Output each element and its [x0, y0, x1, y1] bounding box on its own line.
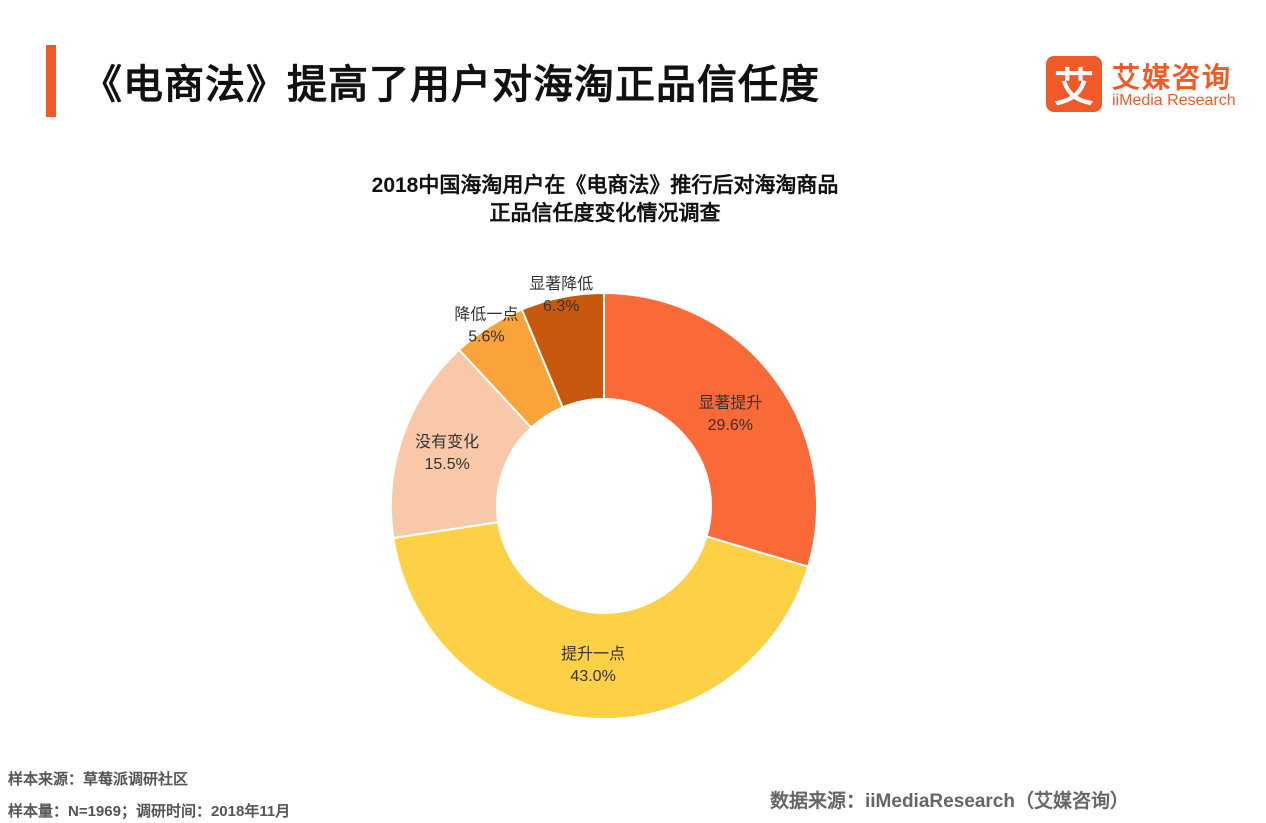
chart-title-line-1: 2018中国海淘用户在《电商法》推行后对海淘商品: [371, 174, 839, 197]
sample-info: 样本量：N=1969；调研时间：2018年11月: [8, 803, 291, 820]
slice-value-1: 43.0%: [570, 668, 615, 685]
slice-1: [392, 520, 810, 720]
data-source: 数据来源：iiMediaResearch（艾媒咨询）: [770, 791, 1129, 812]
slice-label-2: 没有变化: [415, 433, 479, 451]
logo-icon: 艾: [1046, 56, 1102, 112]
title-accent-bar: [46, 45, 56, 117]
slice-label-4: 显著降低: [529, 275, 593, 293]
slice-value-3: 5.6%: [468, 328, 504, 345]
slice-value-2: 15.5%: [424, 456, 469, 473]
slice-4: [520, 291, 605, 409]
slice-value-0: 29.6%: [708, 417, 753, 434]
logo: 艾 艾媒咨询 iiMedia Research: [1046, 56, 1256, 116]
slice-value-4: 6.3%: [543, 298, 579, 315]
slice-0: [603, 291, 818, 568]
slice-label-1: 提升一点: [561, 645, 625, 663]
slice-2: [390, 348, 533, 540]
sample-source: 样本来源：草莓派调研社区: [8, 771, 189, 788]
slice-label-3: 降低一点: [454, 305, 518, 323]
slice-label-0: 显著提升: [698, 394, 762, 412]
page-title: 《电商法》提高了用户对海淘正品信任度: [82, 63, 820, 107]
chart-title-line-2: 正品信任度变化情况调查: [489, 202, 721, 225]
logo-name-cn: 艾媒咨询: [1112, 62, 1233, 93]
logo-name-en: iiMedia Research: [1112, 92, 1236, 109]
